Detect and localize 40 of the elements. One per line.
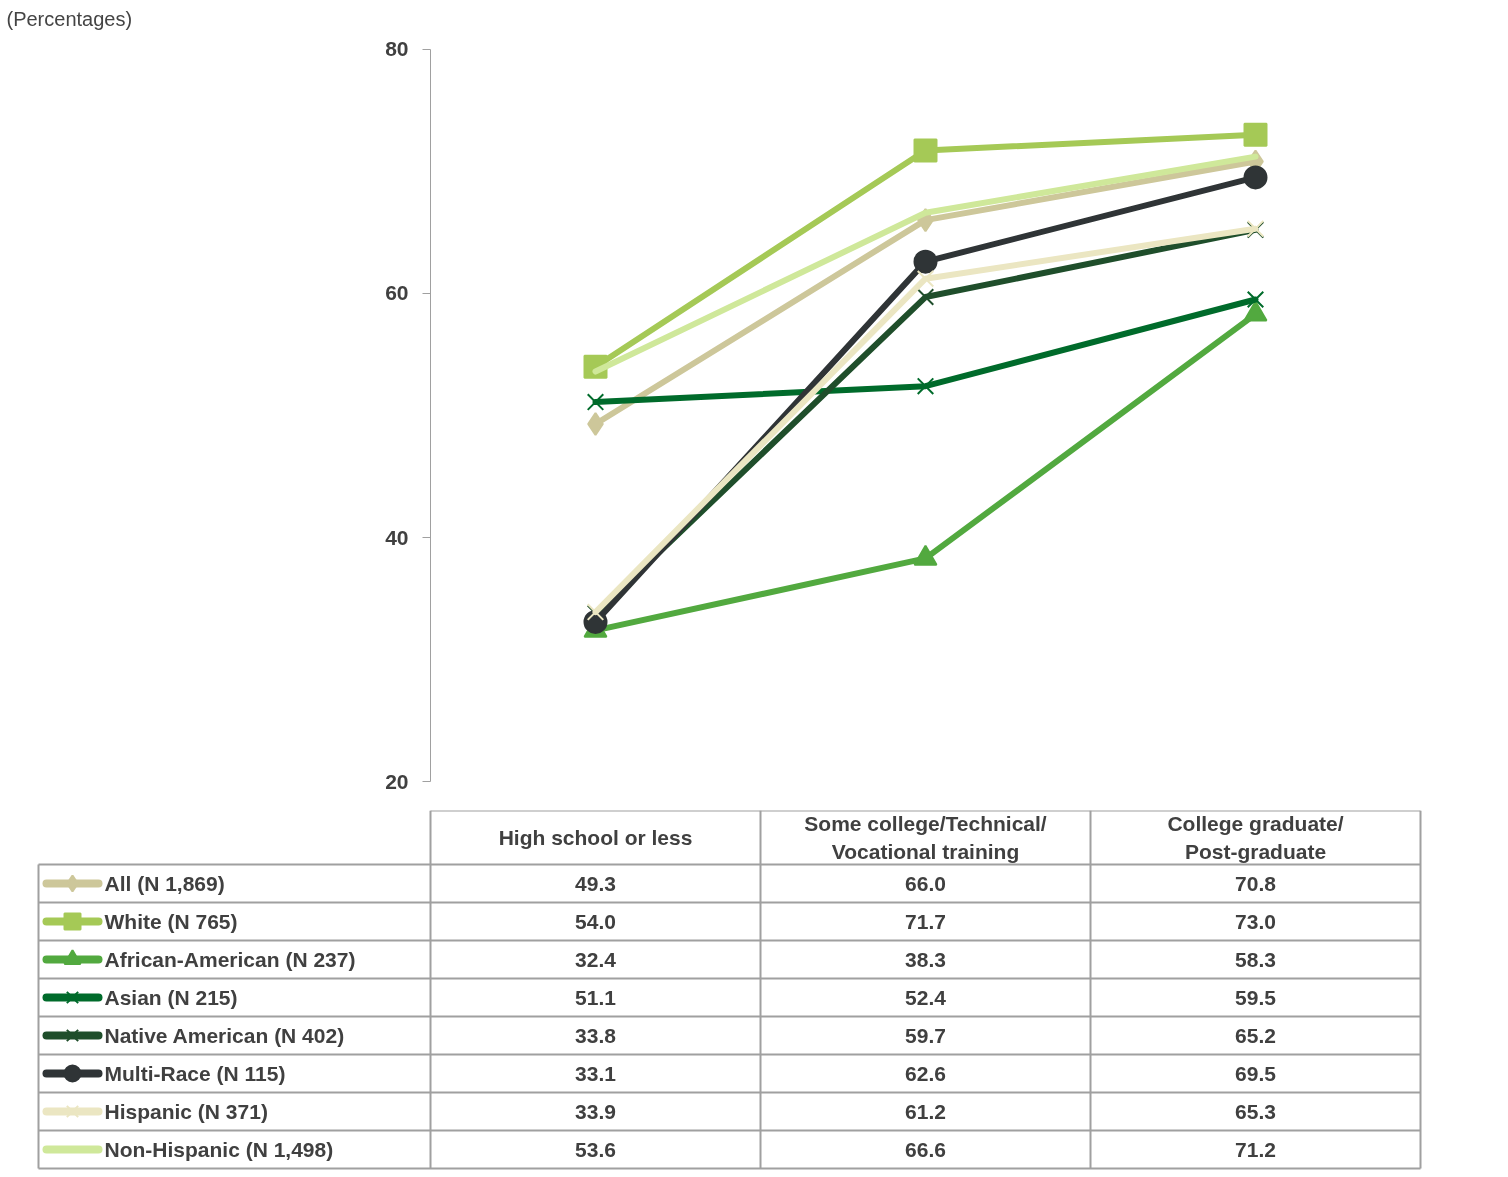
data-label: 32.4 [575,947,617,971]
legend-label: Native American (N 402) [104,1024,345,1047]
data-label: 71.2 [1235,1137,1276,1161]
y-tick-label: 40 [385,525,409,549]
x-tick-label: Some college/Technical/ Vocational training [804,812,1047,863]
legend-label: African-American (N 237) [104,948,356,971]
data-label: 61.2 [905,1099,946,1123]
legend-label: Asian (N 215) [104,986,238,1009]
data-label: 59.5 [1235,985,1277,1009]
data-label: 49.3 [575,871,616,895]
legend-label: All (N 1,869) [104,872,225,895]
legend-label: Hispanic (N 371) [104,1100,268,1123]
x-tick-label: High school or less [498,826,693,849]
data-label: 66.0 [905,871,946,895]
data-label: 70.8 [1235,871,1277,895]
data-label: 58.3 [1235,947,1276,971]
text: (Percentages) [6,7,133,30]
data-label: 66.6 [905,1137,946,1161]
x-tick-label: College graduate/ Post-graduate [1167,812,1344,863]
legend-label: Non-Hispanic (N 1,498) [104,1138,334,1161]
data-label: 33.1 [575,1061,617,1085]
data-label: 51.1 [575,985,617,1009]
y-tick-label: 60 [385,281,409,305]
data-label: 54.0 [575,909,616,933]
data-label: 59.7 [905,1023,946,1047]
data-label: 52.4 [905,985,947,1009]
data-label: 33.9 [575,1099,616,1123]
data-label: 71.7 [905,909,946,933]
y-tick-label: 20 [385,769,409,793]
data-label: 53.6 [575,1137,616,1161]
data-label: 69.5 [1235,1061,1277,1085]
legend-label: Multi-Race (N 115) [104,1062,286,1085]
data-label: 33.8 [575,1023,617,1047]
data-label: 62.6 [905,1061,946,1085]
y-tick-label: 80 [385,37,409,61]
data-label: 65.2 [1235,1023,1276,1047]
data-label: 38.3 [905,947,946,971]
legend-label: White (N 765) [104,910,238,933]
data-label: 65.3 [1235,1099,1276,1123]
data-label: 73.0 [1235,909,1276,933]
